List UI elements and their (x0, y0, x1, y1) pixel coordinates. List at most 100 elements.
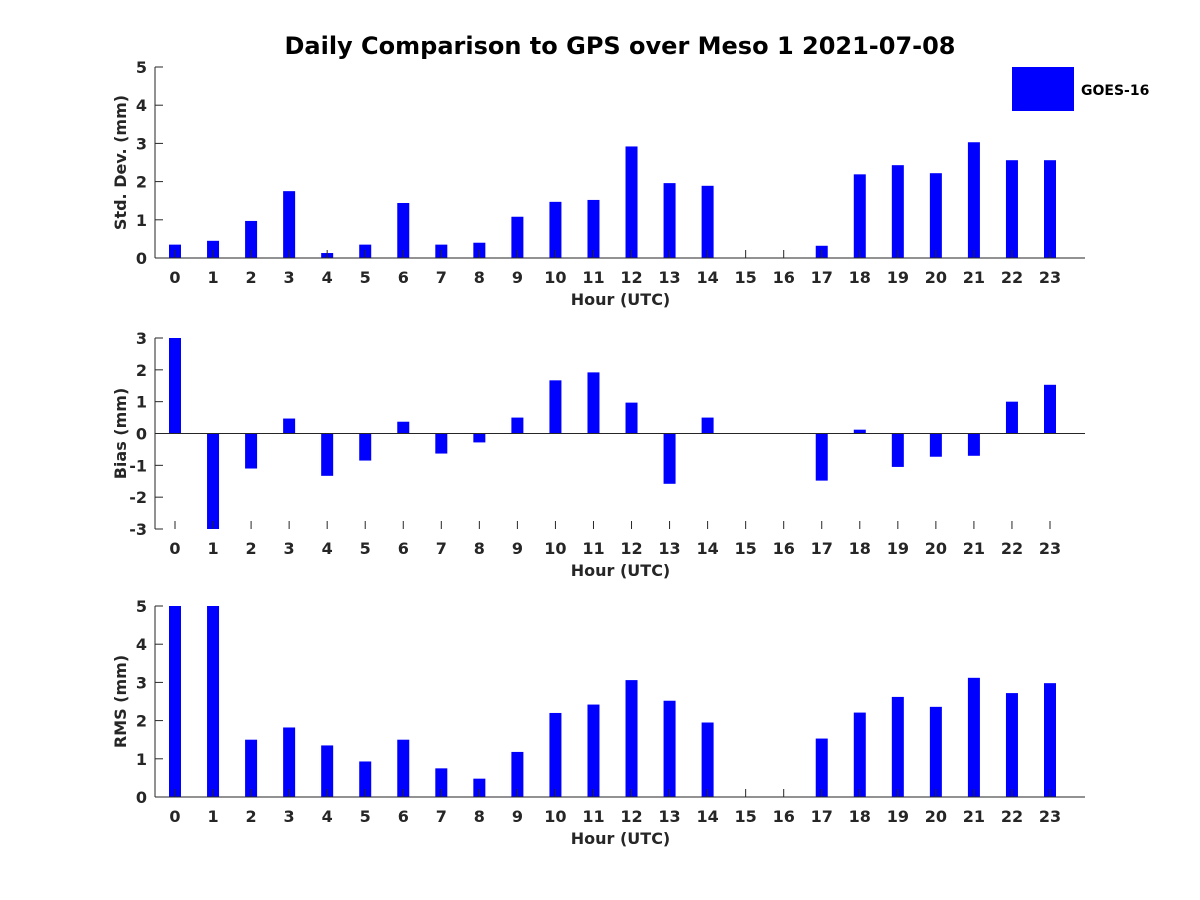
bias-x-tick-label-12: 12 (620, 539, 642, 558)
bias-y-tick-label--2: -2 (129, 488, 147, 507)
std-dev-bar-12 (625, 146, 638, 258)
bias-y-tick-label--1: -1 (129, 456, 147, 475)
legend-swatch (1012, 67, 1074, 111)
rms-x-tick-label-13: 13 (658, 807, 680, 826)
bias-x-tick-label-14: 14 (696, 539, 718, 558)
bias-x-tick-label-19: 19 (887, 539, 909, 558)
bias-bar-19 (891, 433, 904, 467)
rms-bar-23 (1044, 683, 1056, 797)
bias-x-tick-label-18: 18 (849, 539, 871, 558)
rms-x-axis-label: Hour (UTC) (571, 829, 671, 848)
std-dev-x-tick-label-23: 23 (1039, 268, 1061, 287)
std-dev-bar-2 (245, 220, 258, 258)
std-dev-bar-22 (1005, 160, 1018, 258)
rms-y-tick-label-0: 0 (136, 788, 147, 807)
bias-x-tick-label-13: 13 (658, 539, 680, 558)
rms-x-tick-label-23: 23 (1039, 807, 1061, 826)
bias-y-tick-label--3: -3 (129, 520, 147, 539)
rms-x-tick-label-7: 7 (436, 807, 447, 826)
bias-y-tick-label-0: 0 (136, 425, 147, 444)
bias-y-tick-label-3: 3 (136, 329, 147, 348)
bias-x-tick-label-5: 5 (360, 539, 371, 558)
std-dev-y-tick-label-0: 0 (136, 249, 147, 268)
bias-bar-14 (701, 417, 714, 434)
bias-x-tick-label-4: 4 (322, 539, 333, 558)
std-dev-bar-1 (207, 240, 220, 258)
rms-bar-5 (359, 761, 372, 797)
std-dev-x-tick-label-7: 7 (436, 268, 447, 287)
std-dev-bar-3 (283, 191, 296, 258)
bias-bar-22 (1005, 401, 1018, 434)
std-dev-y-tick-label-5: 5 (136, 58, 147, 77)
std-dev-bar-14 (701, 185, 714, 258)
rms-x-tick-label-11: 11 (582, 807, 604, 826)
rms-x-tick-label-18: 18 (849, 807, 871, 826)
bias-bar-2 (245, 433, 258, 469)
std-dev-y-tick-label-4: 4 (136, 96, 147, 115)
rms-y-tick-label-4: 4 (136, 635, 147, 654)
rms-bar-7 (435, 768, 448, 797)
std-dev-bar-20 (929, 173, 942, 258)
std-dev-bar-23 (1044, 160, 1056, 258)
std-dev-y-tick-label-1: 1 (136, 211, 147, 230)
bias-bar-4 (321, 433, 334, 476)
std-dev-x-tick-label-18: 18 (849, 268, 871, 287)
std-dev-x-tick-label-1: 1 (207, 268, 218, 287)
std-dev-x-tick-label-22: 22 (1001, 268, 1023, 287)
bias-x-tick-label-9: 9 (512, 539, 523, 558)
bias-x-tick-label-0: 0 (169, 539, 180, 558)
std-dev-bar-13 (663, 183, 676, 258)
bias-bar-6 (397, 421, 410, 434)
bias-x-tick-label-11: 11 (582, 539, 604, 558)
std-dev-panel: 0 1 2 3 4 5 6 7 8 9 10 11 12 13 14 15 16 17 18 19 20 21 22 2301… (111, 58, 1085, 309)
std-dev-x-tick-label-4: 4 (322, 268, 333, 287)
bias-bar-21 (967, 433, 980, 456)
bias-bar-20 (929, 433, 942, 457)
bias-bar-23 (1044, 384, 1056, 434)
std-dev-x-tick-label-8: 8 (474, 268, 485, 287)
rms-x-tick-label-9: 9 (512, 807, 523, 826)
rms-bar-9 (511, 751, 524, 797)
bias-panel: 0 1 2 3 4 5 6 7 8 9 10 11 12 13 14 15 16 17 18 19 20 21 22 23-3… (111, 329, 1085, 580)
rms-bar-14 (701, 722, 714, 797)
rms-bar-1 (207, 606, 220, 797)
rms-bar-0 (169, 606, 181, 797)
bias-bar-7 (435, 433, 448, 454)
rms-bar-19 (891, 696, 904, 797)
std-dev-bar-21 (967, 142, 980, 258)
rms-bar-21 (967, 677, 980, 797)
rms-x-tick-label-22: 22 (1001, 807, 1023, 826)
bias-x-axis-label: Hour (UTC) (571, 561, 671, 580)
rms-x-tick-label-10: 10 (544, 807, 566, 826)
std-dev-x-tick-label-12: 12 (620, 268, 642, 287)
rms-x-tick-label-8: 8 (474, 807, 485, 826)
bias-bar-10 (549, 380, 562, 434)
rms-bar-10 (549, 712, 562, 797)
bias-x-tick-label-22: 22 (1001, 539, 1023, 558)
bias-bar-17 (815, 433, 828, 481)
rms-x-tick-label-5: 5 (360, 807, 371, 826)
bias-bar-5 (359, 433, 372, 461)
std-dev-x-tick-label-0: 0 (169, 268, 180, 287)
std-dev-y-axis-label: Std. Dev. (mm) (111, 95, 130, 230)
bias-bar-18 (853, 429, 866, 434)
rms-x-tick-label-6: 6 (398, 807, 409, 826)
std-dev-bar-11 (587, 199, 600, 258)
rms-x-tick-label-20: 20 (925, 807, 947, 826)
rms-x-tick-label-16: 16 (773, 807, 795, 826)
bias-y-tick-label-2: 2 (136, 361, 147, 380)
std-dev-y-tick-label-2: 2 (136, 173, 147, 192)
std-dev-y-tick-label-3: 3 (136, 134, 147, 153)
bias-x-tick-label-1: 1 (207, 539, 218, 558)
rms-y-tick-label-2: 2 (136, 712, 147, 731)
bias-x-tick-label-2: 2 (246, 539, 257, 558)
bias-x-tick-label-3: 3 (284, 539, 295, 558)
bias-x-tick-label-10: 10 (544, 539, 566, 558)
std-dev-x-tick-label-15: 15 (735, 268, 757, 287)
rms-bar-18 (853, 712, 866, 797)
std-dev-x-tick-label-3: 3 (284, 268, 295, 287)
std-dev-x-tick-label-13: 13 (658, 268, 680, 287)
std-dev-x-tick-label-17: 17 (811, 268, 833, 287)
